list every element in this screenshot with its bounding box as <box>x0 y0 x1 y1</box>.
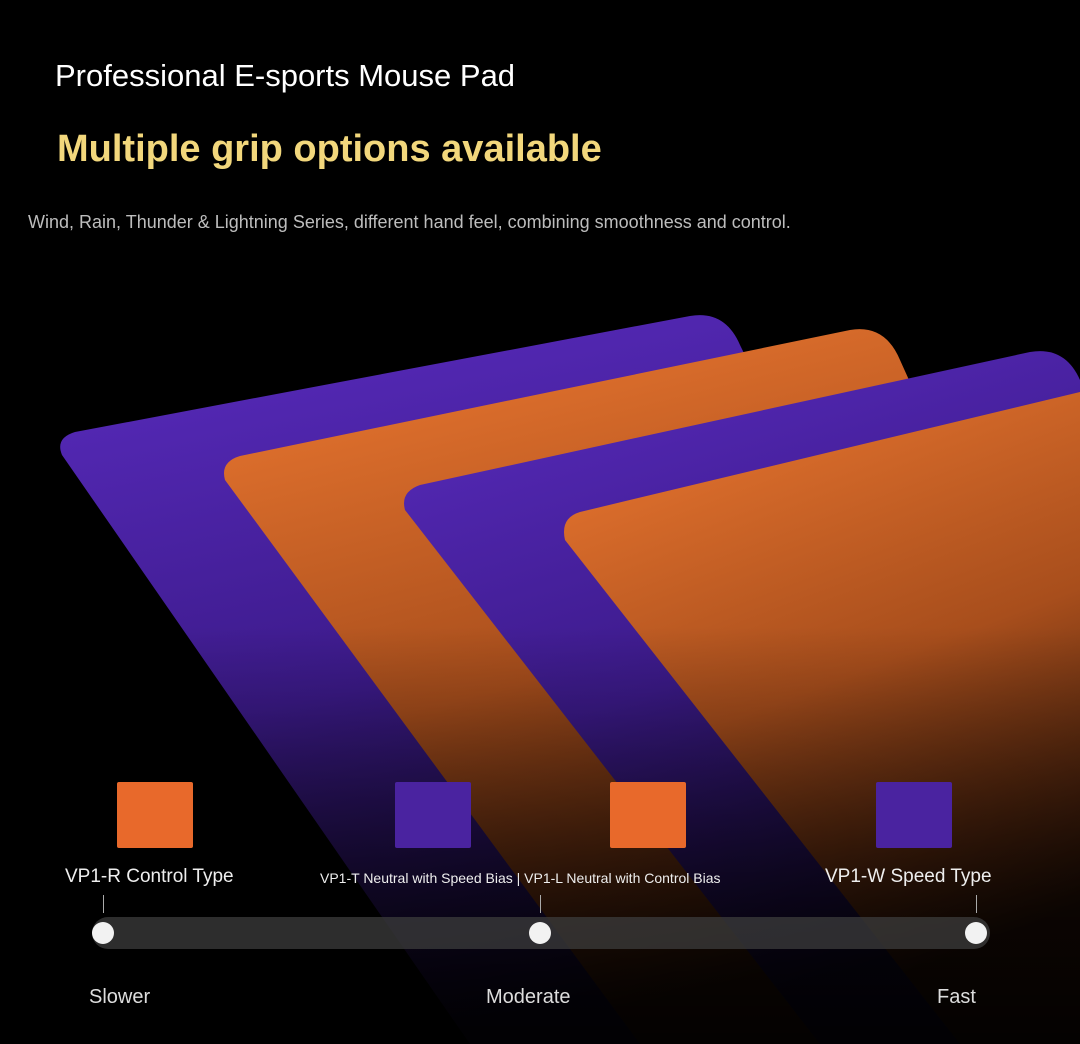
swatch-vp1-t <box>395 782 471 848</box>
swatch-vp1-r <box>117 782 193 848</box>
label-vp1-l: VP1-L Neutral with Control Bias <box>524 870 721 886</box>
series-description: Wind, Rain, Thunder & Lightning Series, … <box>28 212 791 232</box>
swatch-vp1-l <box>610 782 686 848</box>
speed-label-slower: Slower <box>89 986 151 1008</box>
page-subtitle: Multiple grip options available <box>57 128 602 170</box>
page-title: Professional E-sports Mouse Pad <box>55 58 516 93</box>
swatch-vp1-w <box>876 782 952 848</box>
speed-dot-moderate <box>529 922 551 944</box>
label-vp1-t-l: VP1-T Neutral with Speed Bias | VP1-L Ne… <box>320 870 721 886</box>
label-separator: | <box>516 870 521 886</box>
label-vp1-r: VP1-R Control Type <box>65 866 234 887</box>
tick-slower <box>103 895 104 913</box>
speed-label-fast: Fast <box>937 986 976 1008</box>
speed-label-moderate: Moderate <box>486 986 571 1008</box>
label-vp1-t: VP1-T Neutral with Speed Bias <box>320 870 513 886</box>
speed-dot-fast <box>965 922 987 944</box>
speed-dot-slower <box>92 922 114 944</box>
label-vp1-w: VP1-W Speed Type <box>825 866 992 887</box>
tick-moderate <box>540 895 541 913</box>
tick-fast <box>976 895 977 913</box>
